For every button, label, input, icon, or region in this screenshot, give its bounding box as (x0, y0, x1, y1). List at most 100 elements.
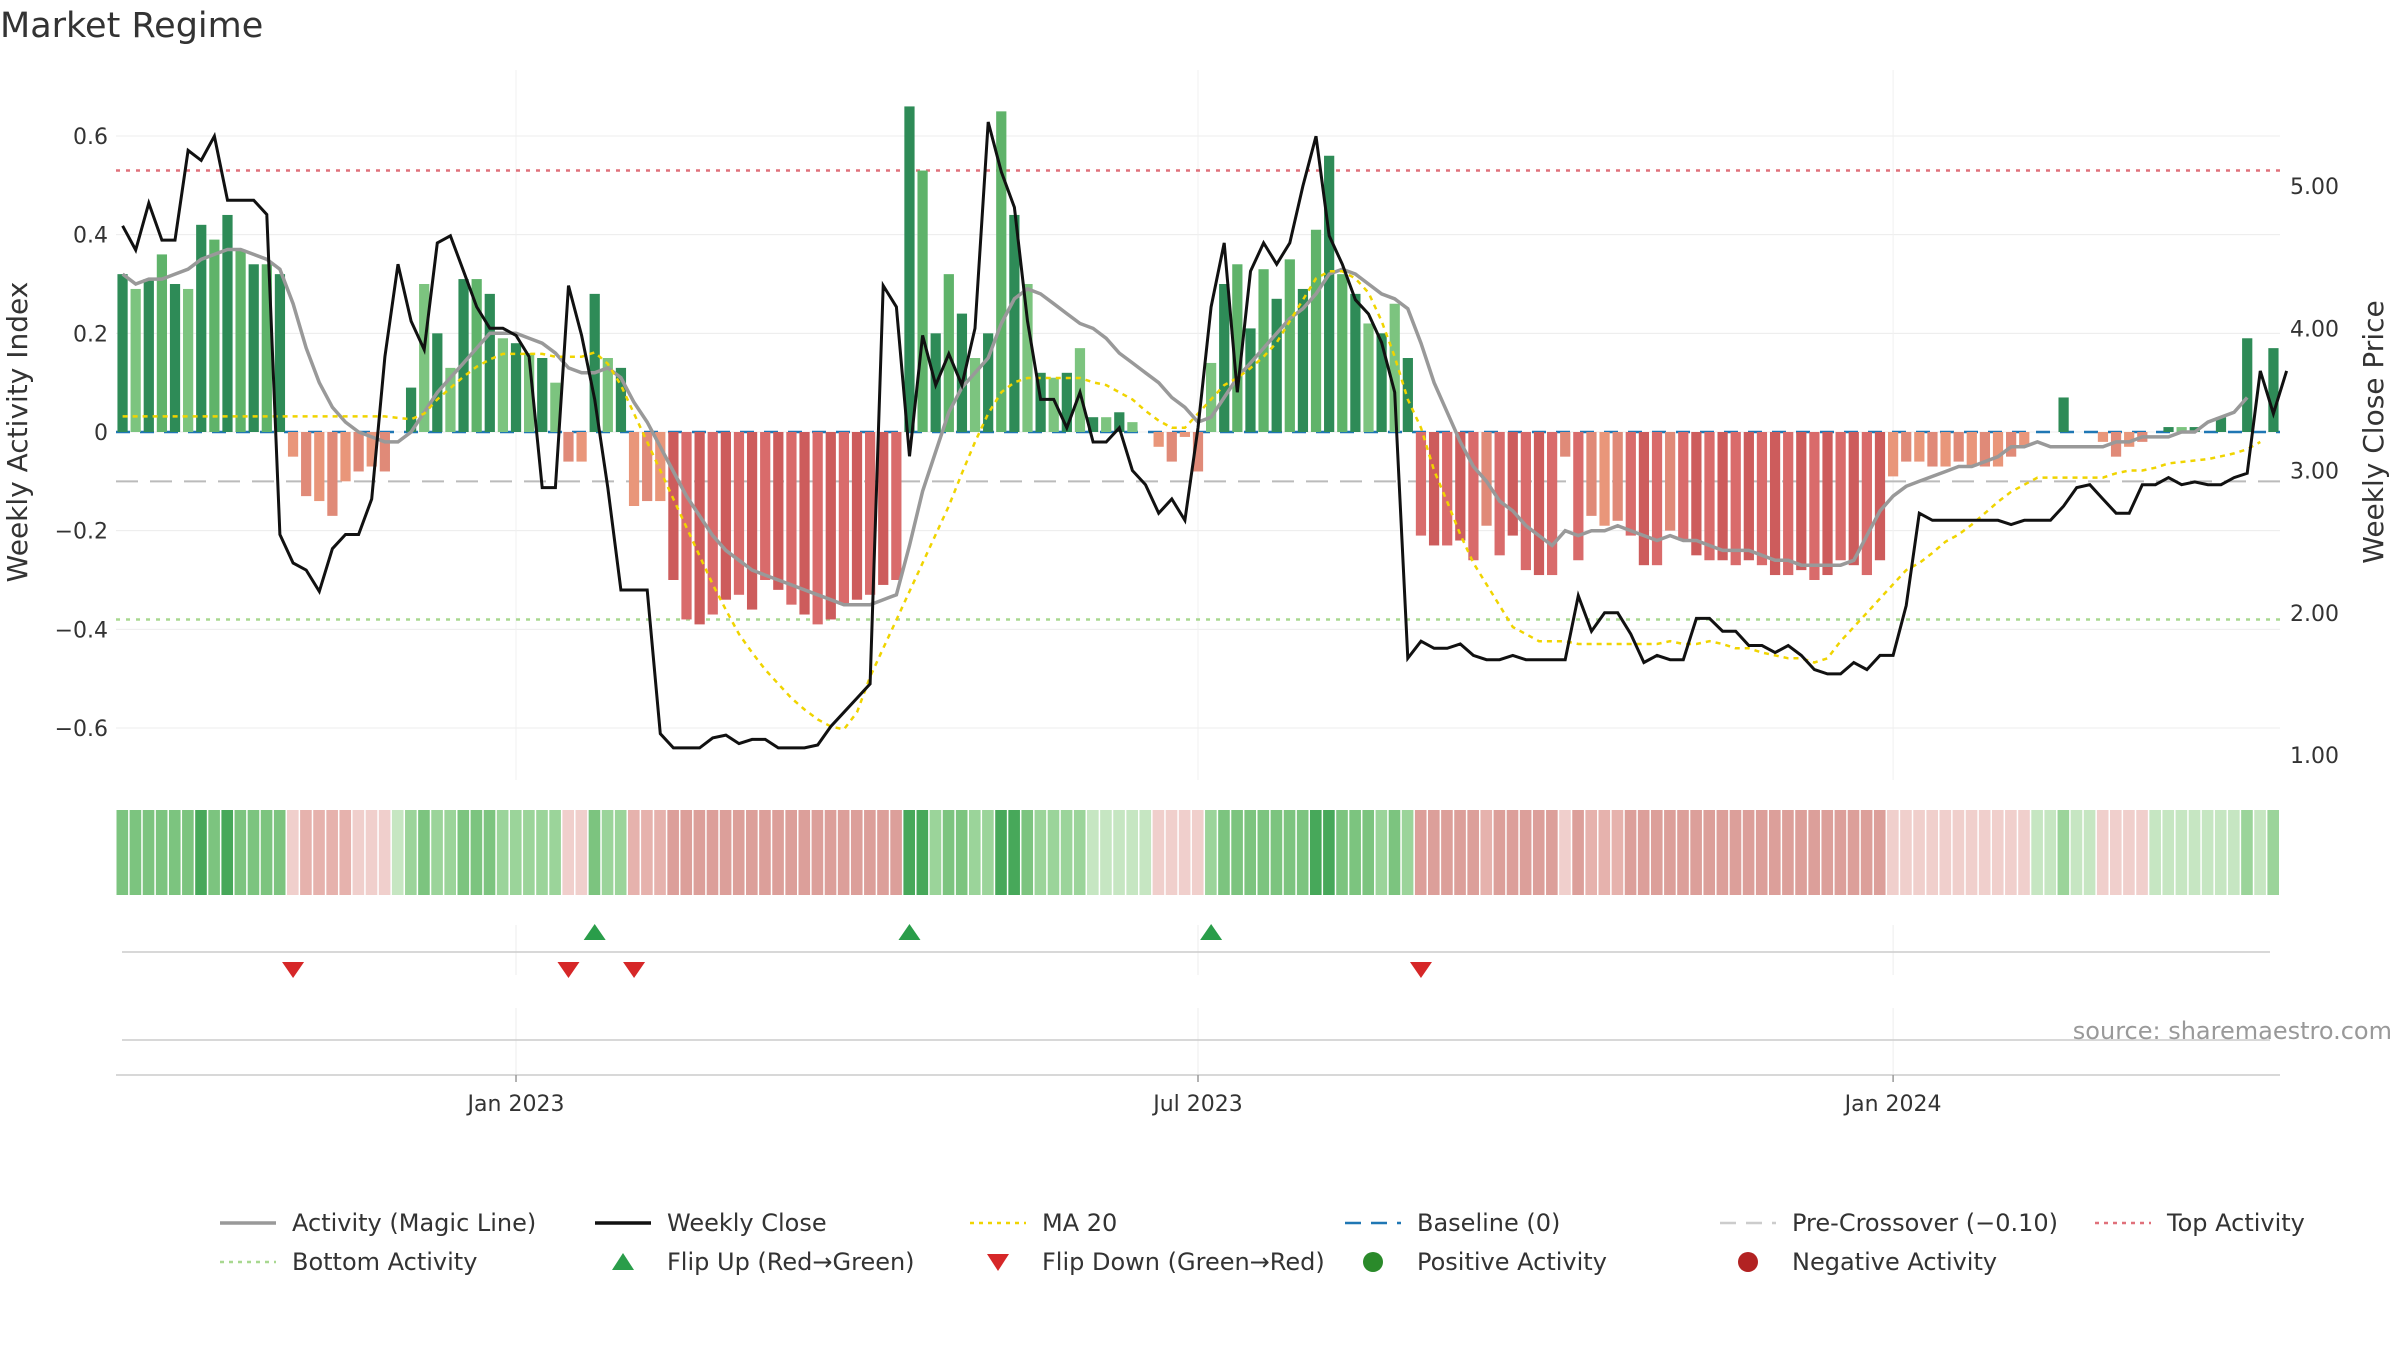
regime-cell-16 (326, 810, 338, 895)
activity-bar-92 (1324, 155, 1335, 432)
y-tick-label-1: 0.4 (73, 224, 108, 249)
regime-cell-13 (286, 810, 299, 895)
activity-bar-96 (1376, 333, 1387, 432)
regime-cell-81 (1178, 810, 1191, 895)
x-tick-label-1: Jul 2023 (1151, 1092, 1243, 1117)
regime-cell-17 (339, 810, 352, 895)
regime-cell-124 (1742, 810, 1755, 895)
regime-cell-120 (1690, 810, 1702, 895)
regime-cell-73 (1073, 810, 1086, 895)
activity-bar-160 (2215, 417, 2227, 432)
activity-bar-112 (1586, 432, 1597, 516)
activity-bar-128 (1796, 432, 1807, 571)
regime-cell-113 (1598, 810, 1611, 895)
activity-bar-10 (248, 264, 259, 432)
regime-cell-100 (1428, 810, 1440, 895)
activity-bar-119 (1678, 432, 1689, 541)
activity-bar-48 (746, 432, 758, 610)
regime-cell-40 (641, 810, 653, 895)
activity-bar-19 (366, 432, 377, 467)
activity-bar-51 (786, 432, 797, 605)
regime-cell-45 (706, 810, 719, 895)
activity-bar-79 (1153, 432, 1164, 447)
regime-cell-137 (1913, 810, 1925, 895)
activity-bar-59 (891, 432, 902, 580)
activity-bar-120 (1691, 432, 1702, 556)
regime-cell-35 (575, 810, 588, 895)
regime-cell-86 (1244, 810, 1257, 895)
regime-cell-151 (2096, 810, 2109, 895)
activity-bar-142 (1979, 432, 1991, 467)
regime-cell-135 (1887, 810, 1899, 895)
regime-cell-70 (1034, 810, 1047, 895)
regime-cell-85 (1231, 810, 1243, 895)
regime-cell-69 (1021, 810, 1034, 895)
regime-cell-103 (1467, 810, 1479, 895)
activity-bar-74 (1087, 417, 1099, 432)
activity-bar-97 (1389, 303, 1400, 432)
activity-bar-132 (1848, 432, 1859, 566)
regime-cell-106 (1506, 810, 1519, 895)
legend-item-7: Flip Up (Red→Green) (612, 1248, 915, 1276)
regime-cell-67 (995, 810, 1007, 895)
regime-cell-116 (1637, 810, 1650, 895)
regime-cell-112 (1585, 810, 1598, 895)
activity-bar-81 (1179, 432, 1190, 437)
regime-cell-57 (864, 810, 876, 895)
regime-cell-161 (2228, 810, 2240, 895)
activity-bar-130 (1822, 432, 1833, 576)
activity-bar-121 (1704, 432, 1715, 561)
magic-line-series (121, 247, 2249, 607)
activity-bar-148 (2058, 397, 2069, 432)
activity-bar-101 (1442, 432, 1453, 546)
regime-cell-149 (2070, 810, 2083, 895)
flip-down-marker-39 (623, 962, 646, 978)
regime-cell-38 (614, 810, 627, 895)
regime-cell-59 (890, 810, 902, 895)
legend-item-10: Negative Activity (1738, 1248, 1997, 1276)
activity-bar-23 (419, 284, 430, 432)
legend-label-4: Pre-Crossover (−0.10) (1792, 1209, 2058, 1237)
activity-bar-76 (1114, 412, 1125, 432)
activity-bar-37 (602, 358, 613, 432)
activity-bar-45 (707, 432, 718, 615)
weekly-close-series (121, 121, 2289, 750)
activity-bar-135 (1887, 432, 1899, 477)
regime-cell-72 (1060, 810, 1073, 895)
regime-cell-93 (1336, 810, 1348, 895)
regime-cell-48 (746, 810, 758, 895)
regime-cell-18 (352, 810, 365, 895)
activity-bar-15 (314, 432, 325, 502)
regime-cell-159 (2201, 810, 2214, 895)
regime-cell-34 (562, 810, 575, 895)
legend-label-5: Top Activity (2166, 1209, 2305, 1237)
regime-cell-108 (1532, 810, 1545, 895)
activity-bar-55 (838, 432, 850, 605)
regime-cell-5 (182, 810, 194, 895)
y-axis-label: Weekly Activity Index (1, 282, 34, 583)
activity-bar-5 (183, 288, 194, 432)
regime-cell-2 (142, 810, 155, 895)
activity-bar-52 (799, 432, 810, 615)
flip-up-marker-60 (898, 924, 921, 940)
regime-cell-129 (1808, 810, 1820, 895)
legend-swatch-7 (612, 1253, 634, 1270)
activity-bar-113 (1599, 432, 1610, 526)
regime-cell-24 (431, 810, 443, 895)
flip-up-marker-83 (1200, 924, 1223, 940)
activity-bar-109 (1546, 432, 1558, 576)
y2-tick-label-1: 4.00 (2290, 317, 2339, 342)
regime-cell-157 (2175, 810, 2188, 895)
regime-cell-77 (1126, 810, 1138, 895)
regime-cell-74 (1087, 810, 1099, 895)
activity-bar-60 (904, 106, 915, 432)
activity-bar-143 (1992, 432, 2004, 467)
activity-bar-68 (1009, 214, 1020, 432)
y-tick-label-4: −0.2 (55, 520, 108, 545)
y-tick-label-5: −0.4 (55, 618, 108, 643)
regime-cell-96 (1375, 810, 1388, 895)
regime-cell-66 (982, 810, 994, 895)
regime-cell-42 (667, 810, 679, 895)
activity-bar-84 (1219, 284, 1230, 432)
